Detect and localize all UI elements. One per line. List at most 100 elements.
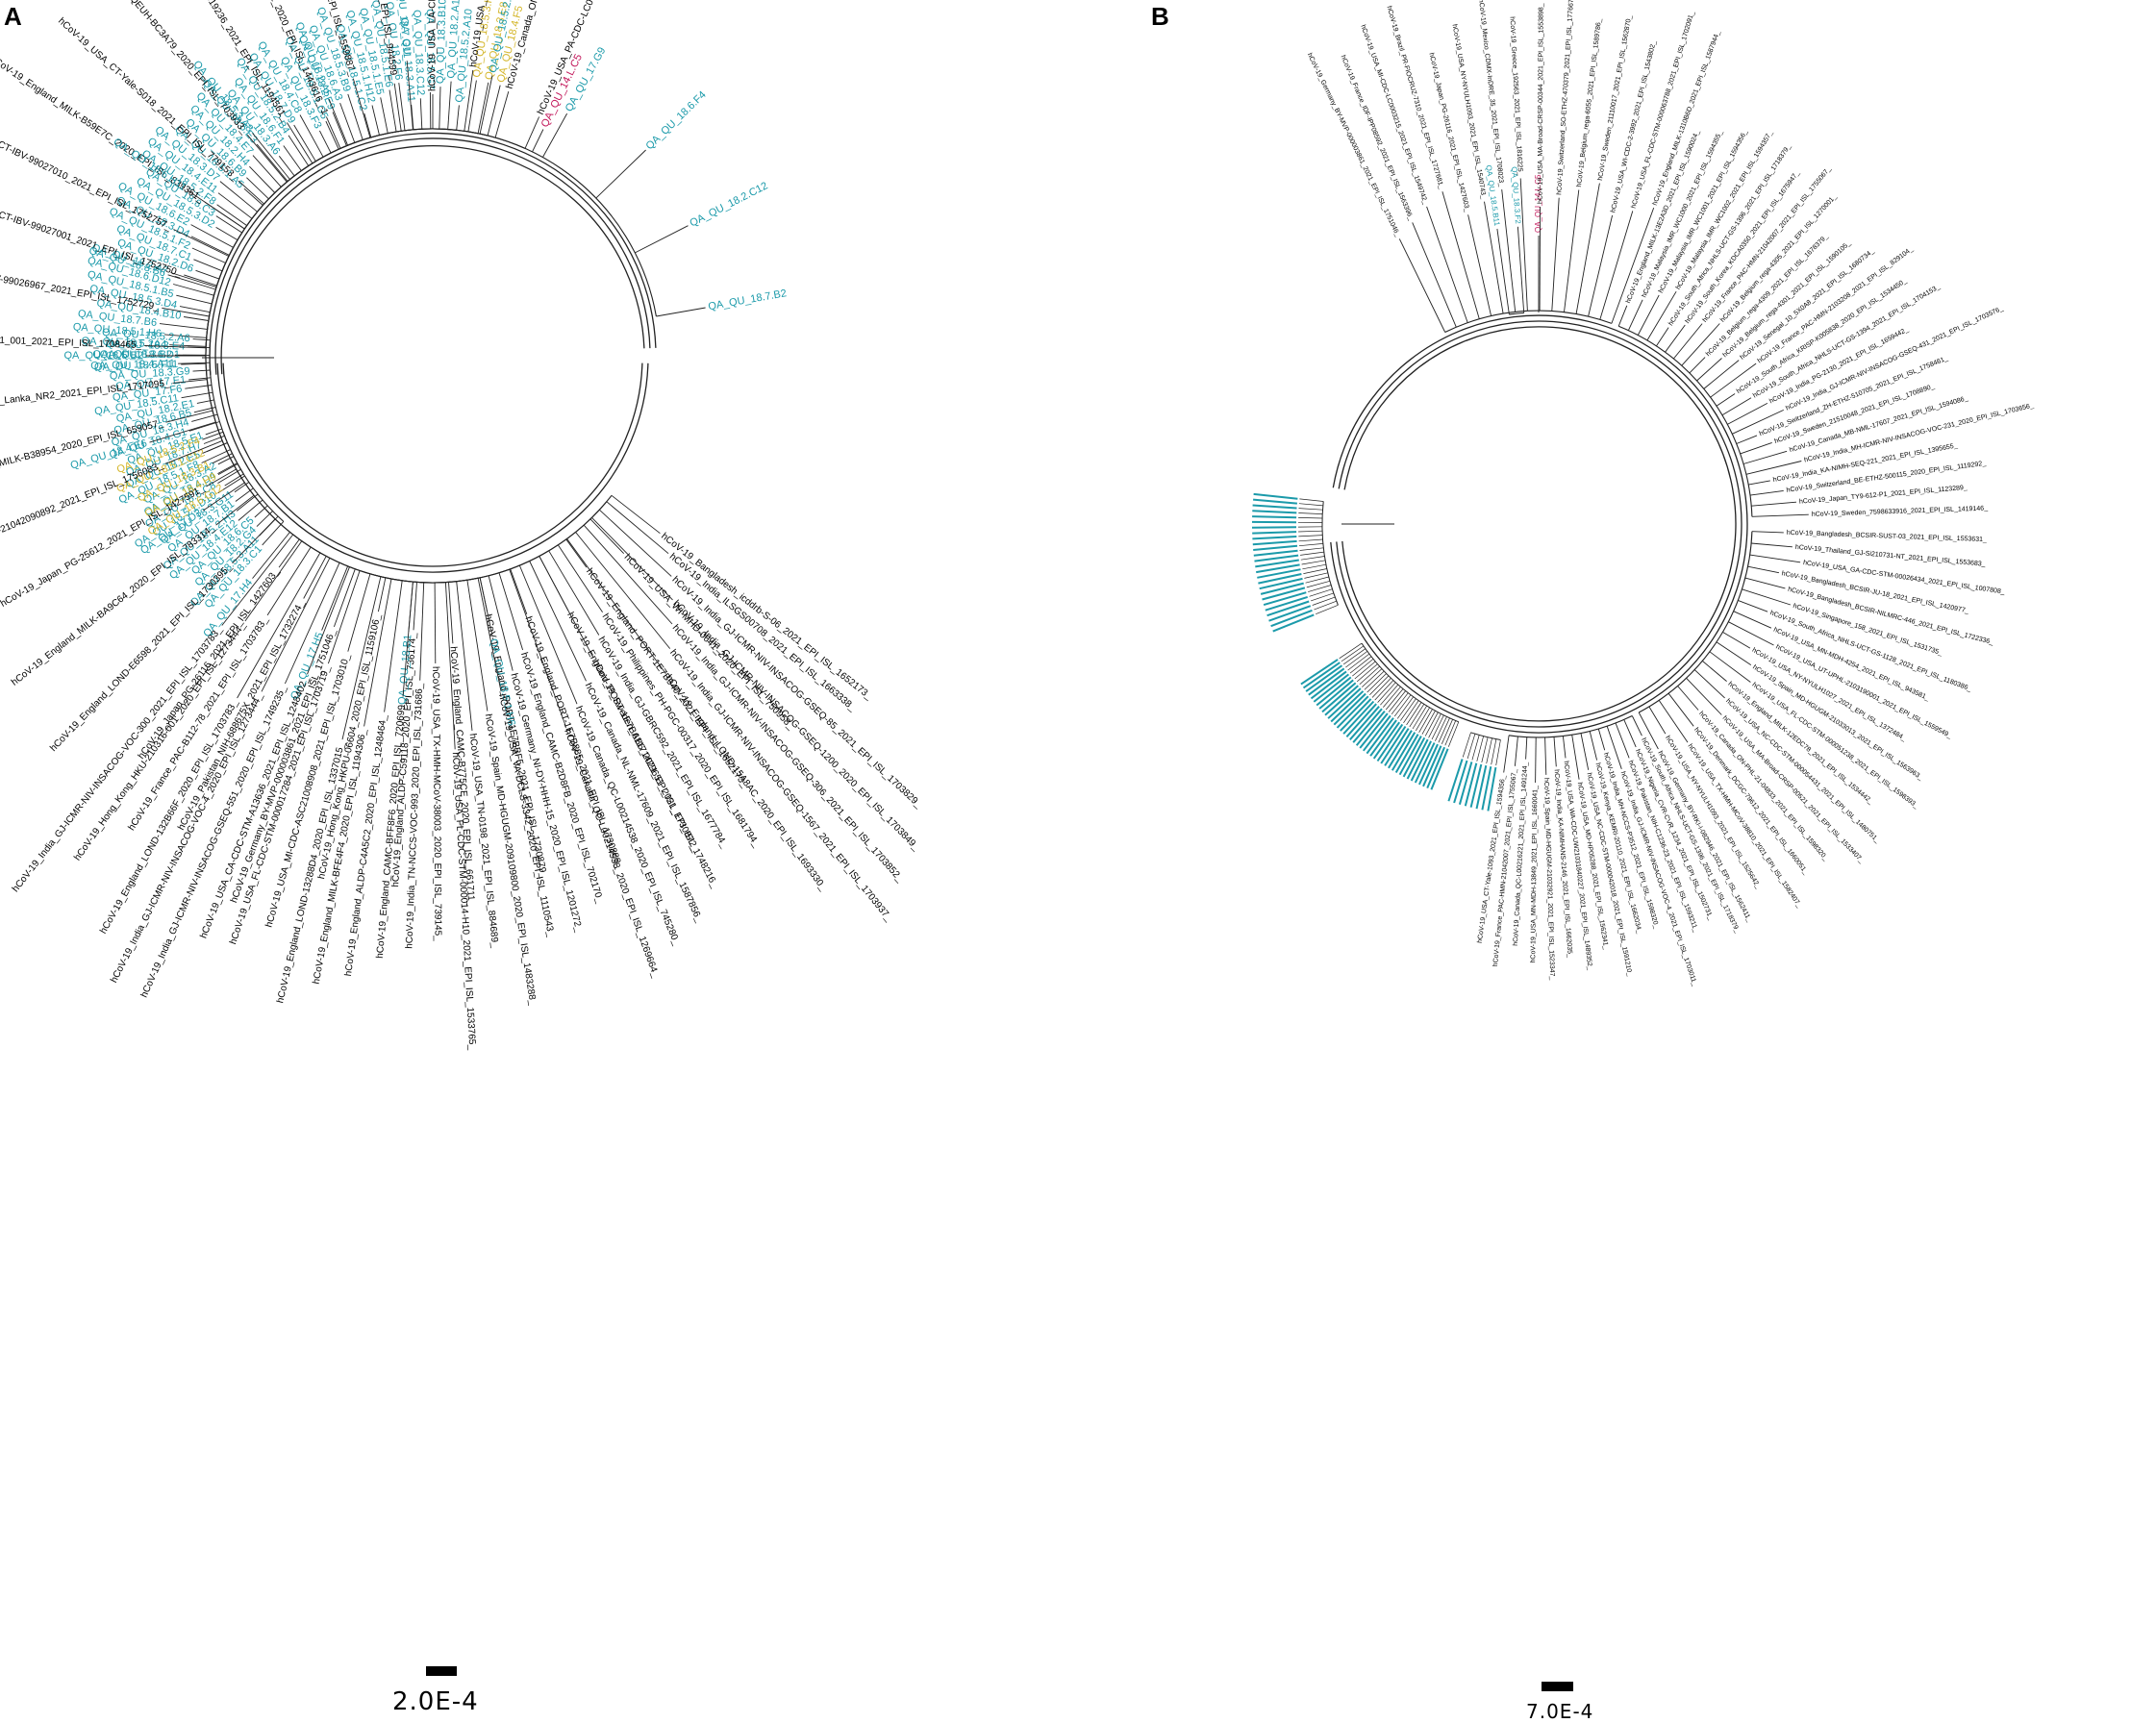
tree-branch	[1616, 723, 1629, 758]
tip-label: QA_QU_18.5.B2	[63, 350, 143, 362]
tree-branch	[1378, 683, 1396, 703]
tip-label: QA_QU_18.7.B2	[708, 287, 788, 312]
tip-label: QA_QU_18.6.F4	[643, 89, 708, 153]
tree-branch	[389, 90, 396, 133]
tree-branch	[1649, 707, 1666, 734]
tree-branch	[1399, 238, 1444, 332]
qatar-tip-label	[1252, 537, 1296, 538]
tree-branch	[1316, 605, 1338, 613]
tree-branch	[255, 506, 267, 517]
tree-branch	[1554, 737, 1556, 766]
tree-branch	[1442, 191, 1479, 319]
tree-branch	[1365, 671, 1384, 689]
tree-branch	[1496, 740, 1501, 766]
qatar-tip-label	[1254, 494, 1298, 499]
tip-label: hCoV-19_Bangladesh_BCSIR-SUST-03_2021_EP…	[1787, 530, 1987, 543]
tree-branch	[478, 83, 489, 134]
tree-branch	[1343, 649, 1366, 664]
tree-branch	[1657, 328, 1669, 346]
tree-branch	[1487, 738, 1492, 763]
tree-branch	[1372, 678, 1391, 697]
qatar-tip-label	[1254, 551, 1298, 556]
tree-branch	[294, 125, 316, 162]
tree-branch	[1386, 689, 1403, 711]
tree-branch	[182, 392, 213, 398]
tree-branch	[1299, 499, 1323, 502]
tree-branch	[207, 443, 227, 452]
tree-branch	[590, 519, 624, 554]
tree-branch	[1745, 578, 1786, 588]
b-qatar-clade-arc	[1509, 313, 1523, 315]
tree-branch	[1299, 509, 1323, 511]
tree-branch	[322, 566, 348, 631]
tree-branch	[193, 370, 211, 371]
qatar-tip-label	[1252, 532, 1296, 534]
tree-branch	[533, 130, 543, 152]
tree-branch	[420, 583, 424, 681]
qatar-tip-label	[1261, 584, 1304, 594]
tree-branch	[279, 156, 294, 176]
qatar-tip-label	[1252, 516, 1296, 517]
tree-branch	[435, 583, 436, 663]
tree-branch	[1638, 295, 1659, 336]
tree-branch	[1360, 666, 1380, 685]
tree-branch	[287, 123, 313, 163]
tree-branch	[217, 463, 237, 474]
tree-branch	[1422, 711, 1436, 735]
tip-label: QA_QU_18.2.C12	[688, 180, 769, 229]
tip-label: hCoV-19_Mexico_CDMX-InDRE_35_2021_EPI_IS…	[1477, 0, 1505, 187]
qatar-tip-label	[1253, 500, 1297, 504]
tree-branch	[1340, 643, 1362, 659]
tree-branch	[1355, 662, 1375, 679]
tree-branch	[1299, 539, 1323, 541]
tree-branch	[1536, 737, 1537, 783]
tree-branch	[1618, 306, 1627, 326]
tree-branch	[1612, 208, 1654, 323]
tip-label: hCoV-19_USA_UT-UPHL-2103190001_2021_EPI_…	[1774, 643, 1952, 739]
backbone-ring	[217, 363, 648, 572]
tree-branch	[1413, 706, 1427, 729]
tree-branch	[1400, 699, 1416, 721]
tree-branch	[168, 275, 216, 289]
tree-branch	[328, 571, 360, 664]
qatar-tip-label	[1466, 763, 1477, 807]
tree-branch	[326, 121, 338, 149]
tree-branch	[196, 270, 219, 279]
tree-branch	[1298, 517, 1322, 518]
tree-branch	[420, 98, 422, 129]
qatar-tip-label	[1252, 527, 1296, 528]
tree-branch	[364, 113, 371, 137]
tree-branch	[1367, 674, 1387, 693]
tree-branch	[193, 339, 211, 340]
tree-branch	[1737, 436, 1757, 444]
tree-branch	[1748, 481, 1770, 485]
tree-branch	[1463, 733, 1470, 758]
tree-branch	[1727, 403, 1767, 424]
tree-branch	[1299, 543, 1323, 545]
tree-branch	[1590, 732, 1596, 761]
tree-branch	[1751, 543, 1792, 547]
tip-label: hCoV-19_USA_NY-NYULH1027_2021_EPI_ISL_13…	[1751, 647, 1907, 742]
tree-branch	[225, 474, 244, 486]
tree-branch	[193, 260, 222, 271]
tree-branch	[1540, 207, 1541, 311]
tip-label: hCoV-19_USA_LA-CDC-QMHYE-9962_2021_EPI_I…	[428, 0, 439, 91]
tree-branch	[566, 539, 587, 567]
tree-branch	[1581, 734, 1589, 770]
tree-branch	[1352, 659, 1373, 676]
tree-branch	[1302, 561, 1326, 564]
tree-branch	[329, 99, 348, 145]
tree-branch	[1298, 513, 1322, 514]
backbone-ring	[221, 146, 644, 375]
backbone-ring	[223, 363, 642, 566]
tree-branch	[1624, 720, 1636, 747]
b-qatar-bottom-arc	[1471, 733, 1501, 740]
tree-branch	[449, 582, 453, 643]
tree-branch	[263, 521, 284, 545]
tree-branch	[1482, 737, 1488, 762]
tree-branch	[1722, 632, 1750, 648]
tree-branch	[1752, 514, 1809, 516]
tree-branch	[1690, 358, 1705, 373]
tree-branch	[1545, 737, 1546, 775]
tree-branch	[284, 146, 302, 171]
